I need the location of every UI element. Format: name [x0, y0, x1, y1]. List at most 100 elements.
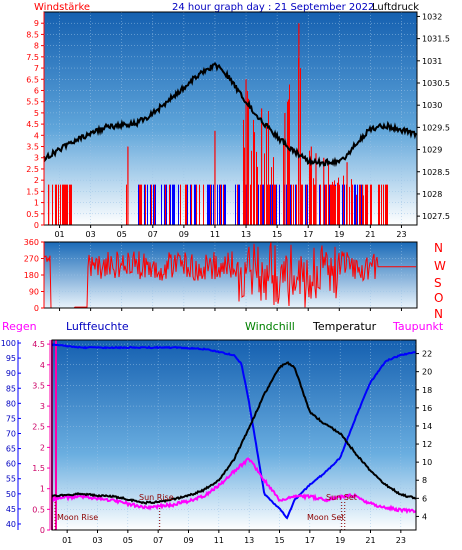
- compass-label: O: [434, 291, 443, 305]
- y-tick-label: 2.5: [26, 165, 39, 174]
- y-tick-label: 100: [1, 339, 16, 348]
- axes-layer: 00.511.522.533.544.555.566.577.588.59102…: [1, 11, 450, 545]
- y-tick-label: 7.5: [26, 53, 39, 62]
- y-tick-label: 70: [6, 429, 16, 438]
- y-tick-label: 0.5: [32, 505, 45, 514]
- legend-dewpoint: Taupunkt: [392, 320, 444, 333]
- x-tick-label: 21: [365, 536, 375, 545]
- x-tick-label: 01: [62, 536, 72, 545]
- x-tick-label: 23: [396, 536, 406, 545]
- y-tick-label: 0: [40, 526, 45, 535]
- y-tick-label: 4.5: [32, 340, 45, 349]
- y-tick-label: 55: [6, 475, 16, 484]
- wind-direction-line: [43, 242, 416, 309]
- x-tick-label: 13: [241, 230, 251, 239]
- y-tick-label: 6: [34, 86, 39, 95]
- y-tick-label: 180: [24, 271, 39, 280]
- y-tick-label: 90: [6, 369, 16, 378]
- x-tick-label: 03: [86, 230, 96, 239]
- x-tick-label: 07: [148, 230, 158, 239]
- dewpoint-line: [51, 457, 417, 515]
- compass-label: N: [434, 241, 443, 255]
- x-tick-label: 21: [365, 230, 375, 239]
- x-tick-label: 01: [54, 230, 64, 239]
- y-tick-label: 7: [34, 64, 39, 73]
- y-tick-label: 1028.5: [422, 168, 450, 177]
- y-tick-label: 6: [422, 494, 427, 503]
- x-tick-label: 09: [183, 536, 193, 545]
- humidity-line: [51, 343, 417, 520]
- y-tick-label: 270: [24, 255, 39, 264]
- y-tick-label: 40: [6, 520, 16, 529]
- x-tick-label: 05: [117, 230, 127, 239]
- y-tick-label: 1: [40, 485, 45, 494]
- y-tick-label: 1: [34, 199, 39, 208]
- y-tick-label: 360: [24, 238, 39, 247]
- y-tick-label: 1031.5: [422, 35, 450, 44]
- x-tick-label: 09: [179, 230, 189, 239]
- y-tick-label: 4.5: [26, 120, 39, 129]
- y-tick-label: 1030.5: [422, 79, 450, 88]
- annotations: Sun Rise Sun Set Moon Rise Moon Set: [57, 493, 357, 522]
- annotation-moon-rise: Moon Rise: [57, 513, 98, 522]
- legend-temperature: Temperatur: [312, 320, 377, 333]
- x-tick-label: 17: [303, 230, 313, 239]
- climate-panel-bg: [52, 340, 416, 530]
- y-tick-label: 1.5: [26, 187, 39, 196]
- x-tick-label: 23: [396, 230, 406, 239]
- x-tick-label: 11: [210, 230, 220, 239]
- y-tick-label: 20: [422, 368, 432, 377]
- y-tick-label: 18: [422, 386, 432, 395]
- legend-humidity: Luftfeuchte: [66, 320, 129, 333]
- y-tick-label: 14: [422, 422, 432, 431]
- legend: Regen Luftfeuchte Windchill Temperatur T…: [2, 320, 444, 333]
- data-layer: [43, 23, 417, 530]
- y-tick-label: 1028: [422, 190, 442, 199]
- x-tick-label: 19: [334, 230, 344, 239]
- x-tick-label: 13: [244, 536, 254, 545]
- x-tick-label: 15: [272, 230, 282, 239]
- y-tick-label: 85: [6, 384, 16, 393]
- y-tick-label: 5.5: [26, 98, 39, 107]
- y-tick-label: 1030: [422, 101, 442, 110]
- legend-windchill: Windchill: [245, 320, 295, 333]
- y-tick-label: 75: [6, 414, 16, 423]
- y-tick-label: 6.5: [26, 75, 39, 84]
- x-tick-label: 15: [274, 536, 284, 545]
- y-tick-label: 95: [6, 354, 16, 363]
- compass-label: N: [434, 307, 443, 321]
- header-left: Windstärke: [34, 2, 90, 13]
- y-tick-label: 1027.5: [422, 212, 450, 221]
- x-tick-label: 11: [214, 536, 224, 545]
- y-tick-label: 45: [6, 505, 16, 514]
- y-tick-label: 50: [6, 490, 16, 499]
- y-tick-label: 3.5: [32, 381, 45, 390]
- y-tick-label: 5: [34, 109, 39, 118]
- x-tick-label: 07: [153, 536, 163, 545]
- y-tick-label: 1032: [422, 12, 442, 21]
- annotation-moon-set: Moon Set: [307, 513, 344, 522]
- annotation-sun-rise: Sun Rise: [139, 493, 174, 502]
- y-tick-label: 80: [6, 399, 16, 408]
- y-tick-label: 0: [34, 221, 39, 230]
- y-tick-label: 2: [40, 443, 45, 452]
- compass-labels: N W S O N: [434, 241, 446, 321]
- x-tick-label: 19: [335, 536, 345, 545]
- y-tick-label: 2: [34, 176, 39, 185]
- y-tick-label: 4: [34, 131, 39, 140]
- y-tick-label: 8: [422, 476, 427, 485]
- temperature-line: [51, 361, 417, 505]
- compass-label: S: [434, 276, 442, 290]
- y-tick-label: 3: [34, 154, 39, 163]
- compass-label: W: [434, 259, 446, 273]
- pressure-line: [43, 62, 417, 168]
- y-tick-label: 10: [422, 458, 432, 467]
- y-tick-label: 60: [6, 460, 16, 469]
- y-tick-label: 3: [40, 402, 45, 411]
- y-tick-label: 4: [40, 361, 45, 370]
- y-tick-label: 1031: [422, 57, 442, 66]
- y-tick-label: 4: [422, 512, 427, 521]
- y-tick-label: 16: [422, 404, 432, 413]
